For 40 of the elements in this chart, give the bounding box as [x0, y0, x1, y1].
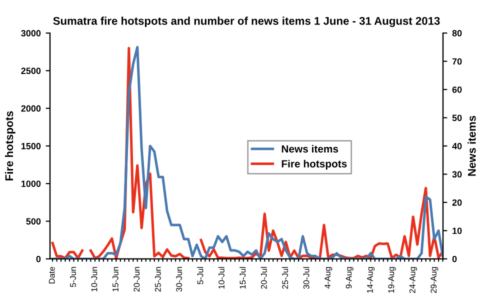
legend-label: Fire hotspots [282, 160, 347, 170]
y-tick-label: 1500 [21, 142, 41, 150]
y-tick-label: 1000 [21, 180, 41, 187]
legend-label: News items [282, 144, 338, 153]
x-tick-label: 25-Jun [154, 267, 161, 292]
chart-title: Sumatra fire hotspots and number of news items 1 June - 31 August 2013 [53, 16, 440, 28]
y2-tick-label: 40 [452, 142, 462, 150]
x-tick-label: 4-Aug [324, 267, 332, 289]
y2-tick-label: 50 [452, 114, 462, 122]
y-tick-label: 0 [36, 256, 41, 262]
x-tick-label: 30-Jul [303, 267, 310, 289]
x-tick-label: 30-Jun [176, 267, 182, 292]
y2-axis-title: News items [468, 116, 476, 176]
y2-tick-label: 60 [452, 86, 462, 93]
y2-tick-label: 30 [452, 171, 462, 178]
x-tick-label: 25-Jul [282, 267, 288, 289]
x-tick-label: 15-Jul [240, 267, 246, 289]
x-tick-label: 24-Aug [409, 267, 417, 293]
y-tick-label: 2500 [21, 68, 41, 74]
y2-tick-label: 70 [452, 58, 462, 65]
x-tick-label: 20-Jul [260, 267, 267, 289]
y-tick-label: 3000 [21, 30, 41, 36]
y2-tick-label: 0 [452, 256, 457, 262]
x-tick-label: 5-Jun [70, 267, 76, 288]
x-tick-label: 15-Jun [112, 267, 118, 292]
x-tick-label: Date [48, 266, 55, 284]
y-tick-label: 2000 [21, 105, 41, 112]
x-tick-label: 20-Jun [134, 267, 140, 292]
y2-tick-label: 10 [452, 228, 462, 234]
x-tick-label: 10-Jun [91, 267, 98, 292]
x-tick-label: 14-Aug [367, 267, 375, 293]
x-tick-label: 29-Aug [430, 267, 438, 293]
x-tick-label: 9-Aug [346, 267, 354, 288]
x-tick-label: 5-Jul [197, 267, 204, 284]
x-tick-label: 10-Jul [218, 267, 224, 289]
x-tick-label: 19-Aug [388, 267, 396, 293]
y-axis-title: Fire hotspots [4, 111, 16, 180]
y2-tick-label: 20 [452, 199, 462, 206]
y-tick-label: 500 [26, 218, 41, 225]
y2-tick-label: 80 [452, 30, 462, 36]
